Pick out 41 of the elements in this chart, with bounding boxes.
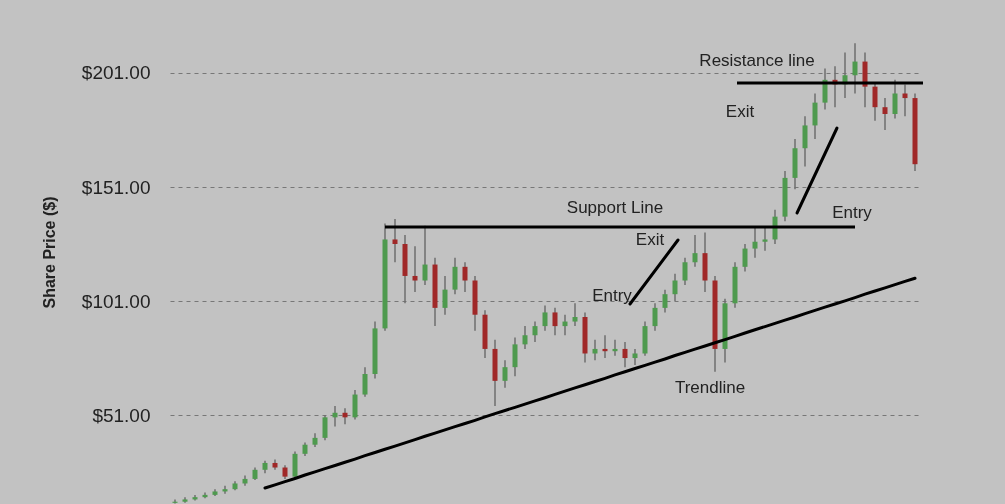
candlestick [552,307,558,336]
candlestick [222,485,228,495]
candlestick [762,227,768,252]
candlestick [892,79,898,120]
candlestick [752,227,758,259]
series-label: Trendline [674,378,746,397]
candlestick [882,97,888,131]
candlestick [362,366,368,398]
candlestick [602,334,608,359]
candlestick [692,234,698,268]
candlestick [392,218,398,264]
annotation: Entry [832,203,873,222]
annotation: Entry [592,286,633,305]
y-tick-label: $201.00 [81,62,151,84]
candlestick [502,359,508,389]
candlestick [802,115,808,168]
candlestick [632,348,638,366]
candlestick [742,243,748,273]
annotation: Exit [725,102,755,121]
candlestick [622,341,628,368]
line-series [263,276,917,490]
candlestick [682,256,688,286]
candlestick [422,225,428,286]
candlestick [522,325,528,350]
candlestick [812,92,818,140]
candlestick [612,339,618,357]
ref-line-label: Resistance line [699,51,815,71]
y-tick-label: $151.00 [81,176,151,198]
candlestick [412,245,418,293]
y-tick-label: $51.00 [92,404,151,426]
candlestick [292,450,298,479]
candlestick [542,304,548,332]
candlestick [512,336,518,378]
y-axis-title: Share Price ($) [40,196,58,309]
candlestick [462,261,468,293]
y-tick-label: $101.00 [81,290,151,312]
candlestick [532,320,538,343]
annotation: Exit [635,230,665,249]
candlestick [442,275,448,316]
ref-line-label: Support Line [566,197,664,217]
candlestick [452,256,458,295]
